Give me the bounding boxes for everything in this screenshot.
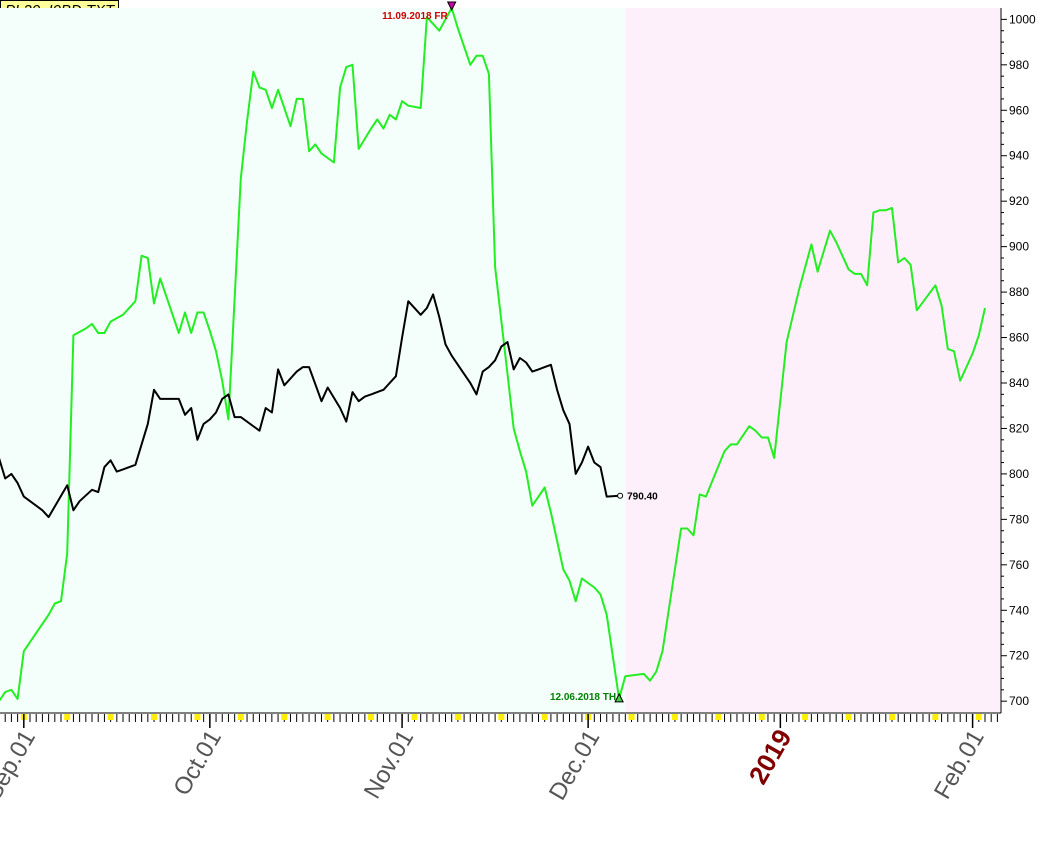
series-line-0 bbox=[0, 7, 986, 702]
y-tick-label: 740 bbox=[1009, 603, 1029, 617]
x-tick-label: Nov.01 bbox=[359, 726, 420, 804]
x-weekend-marker bbox=[671, 714, 678, 720]
x-weekend-marker bbox=[498, 714, 505, 720]
x-tick-label: Oct.01 bbox=[168, 726, 227, 801]
x-weekend-marker bbox=[281, 714, 288, 720]
y-tick-label: 800 bbox=[1009, 467, 1029, 481]
region-1 bbox=[625, 8, 1000, 712]
x-weekend-marker bbox=[845, 714, 852, 720]
y-tick-label: 880 bbox=[1009, 285, 1029, 299]
x-tick-label: 2019 bbox=[743, 724, 798, 789]
y-tick-label: 960 bbox=[1009, 103, 1029, 117]
x-weekend-marker bbox=[454, 714, 461, 720]
y-tick-label: 820 bbox=[1009, 421, 1029, 435]
x-weekend-marker bbox=[628, 714, 635, 720]
series-line-1 bbox=[0, 293, 620, 519]
y-tick-label: 860 bbox=[1009, 331, 1029, 345]
high-marker-icon bbox=[446, 1, 457, 12]
y-tick-label: 1000 bbox=[1009, 12, 1036, 26]
y-tick-label: 760 bbox=[1009, 558, 1029, 572]
x-weekend-marker bbox=[368, 714, 375, 720]
last-value-label: 790.40 bbox=[627, 492, 658, 503]
y-tick-label: 980 bbox=[1009, 58, 1029, 72]
y-tick-label: 780 bbox=[1009, 512, 1029, 526]
series-layer bbox=[0, 7, 986, 702]
x-weekend-marker bbox=[541, 714, 548, 720]
last-value-marker bbox=[617, 492, 624, 499]
region-0 bbox=[0, 8, 626, 712]
x-weekend-marker bbox=[715, 714, 722, 720]
x-weekend-marker bbox=[64, 714, 71, 720]
x-weekend-marker bbox=[151, 714, 158, 720]
y-tick-label: 840 bbox=[1009, 376, 1029, 390]
x-axis: Sep.01 Oct.01 Nov.01 Dec.01 2019 Feb.01 bbox=[0, 712, 1001, 805]
x-weekend-marker bbox=[107, 714, 114, 720]
x-weekend-marker bbox=[411, 714, 418, 720]
x-weekend-marker bbox=[758, 714, 765, 720]
x-weekend-marker bbox=[975, 714, 982, 720]
y-tick-label: 940 bbox=[1009, 149, 1029, 163]
annotation-layer: 11.09.2018 FR 12.06.2018 TH 790.40 bbox=[382, 1, 658, 703]
y-tick-label: 700 bbox=[1009, 694, 1029, 708]
y-tick-label: 920 bbox=[1009, 194, 1029, 208]
x-tick-label: Feb.01 bbox=[929, 726, 990, 804]
low-marker-label: 12.06.2018 TH bbox=[550, 692, 616, 703]
y-axis: 700 720 740 760 780 800 820 840 860 880 900 920 940 9… bbox=[1000, 8, 1036, 713]
x-weekend-marker bbox=[802, 714, 809, 720]
low-marker-icon bbox=[614, 692, 624, 703]
x-weekend-marker bbox=[932, 714, 939, 720]
y-tick-label: 900 bbox=[1009, 240, 1029, 254]
x-weekend-marker bbox=[324, 714, 331, 720]
high-marker-label: 11.09.2018 FR bbox=[382, 11, 448, 22]
x-weekend-marker bbox=[888, 714, 895, 720]
background-regions bbox=[0, 8, 1000, 712]
x-weekend-marker bbox=[194, 714, 201, 720]
x-tick-label: Sep.01 bbox=[0, 726, 41, 805]
x-weekend-marker bbox=[237, 714, 244, 720]
x-tick-label: Dec.01 bbox=[544, 726, 605, 805]
y-tick-label: 720 bbox=[1009, 649, 1029, 663]
